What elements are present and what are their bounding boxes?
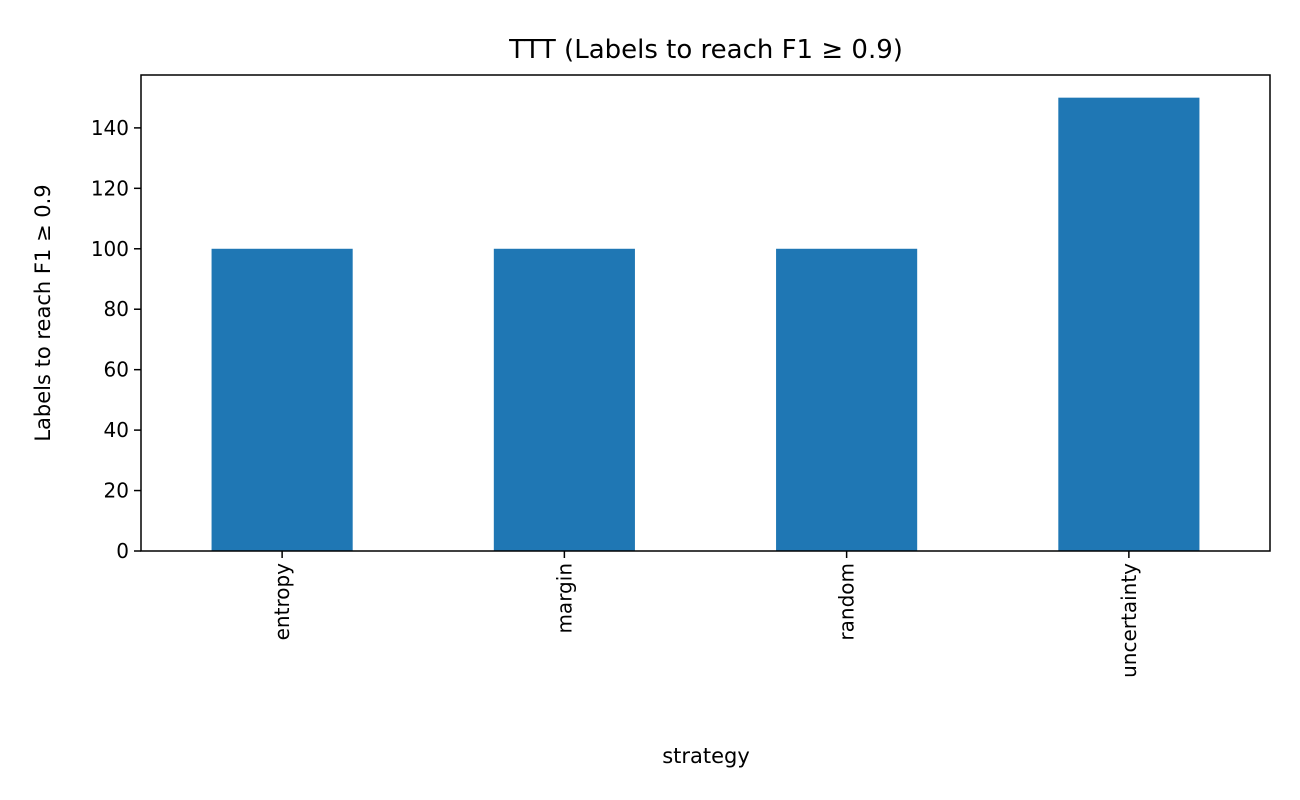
plot-frame — [140, 74, 1271, 552]
y-tick-label: 140 — [91, 116, 129, 140]
y-axis: 0 20 40 60 80 100 120 140 — [91, 116, 141, 563]
y-tick-label: 100 — [91, 237, 129, 261]
y-tick-label: 20 — [104, 479, 129, 503]
bar-random — [776, 248, 918, 551]
y-tick-label: 120 — [91, 176, 129, 200]
bar-margin — [493, 248, 635, 551]
bar-uncertainty — [1058, 97, 1200, 552]
x-tick-label: entropy — [270, 563, 294, 641]
x-tick-label: uncertainty — [1117, 563, 1141, 678]
bars-layer — [211, 97, 1200, 552]
x-axis: entropy margin random uncertainty — [270, 551, 1141, 678]
y-tick-label: 40 — [104, 418, 129, 442]
bar-entropy — [211, 248, 353, 551]
y-axis-title: Labels to reach F1 ≥ 0.9 — [31, 184, 55, 441]
x-axis-title: strategy — [662, 744, 750, 768]
y-tick-label: 0 — [116, 539, 129, 563]
x-tick-label: random — [835, 563, 859, 641]
y-tick-label: 80 — [104, 297, 129, 321]
y-tick-label: 60 — [104, 358, 129, 382]
chart-title: TTT (Labels to reach F1 ≥ 0.9) — [508, 35, 903, 65]
x-tick-label: margin — [552, 563, 576, 634]
